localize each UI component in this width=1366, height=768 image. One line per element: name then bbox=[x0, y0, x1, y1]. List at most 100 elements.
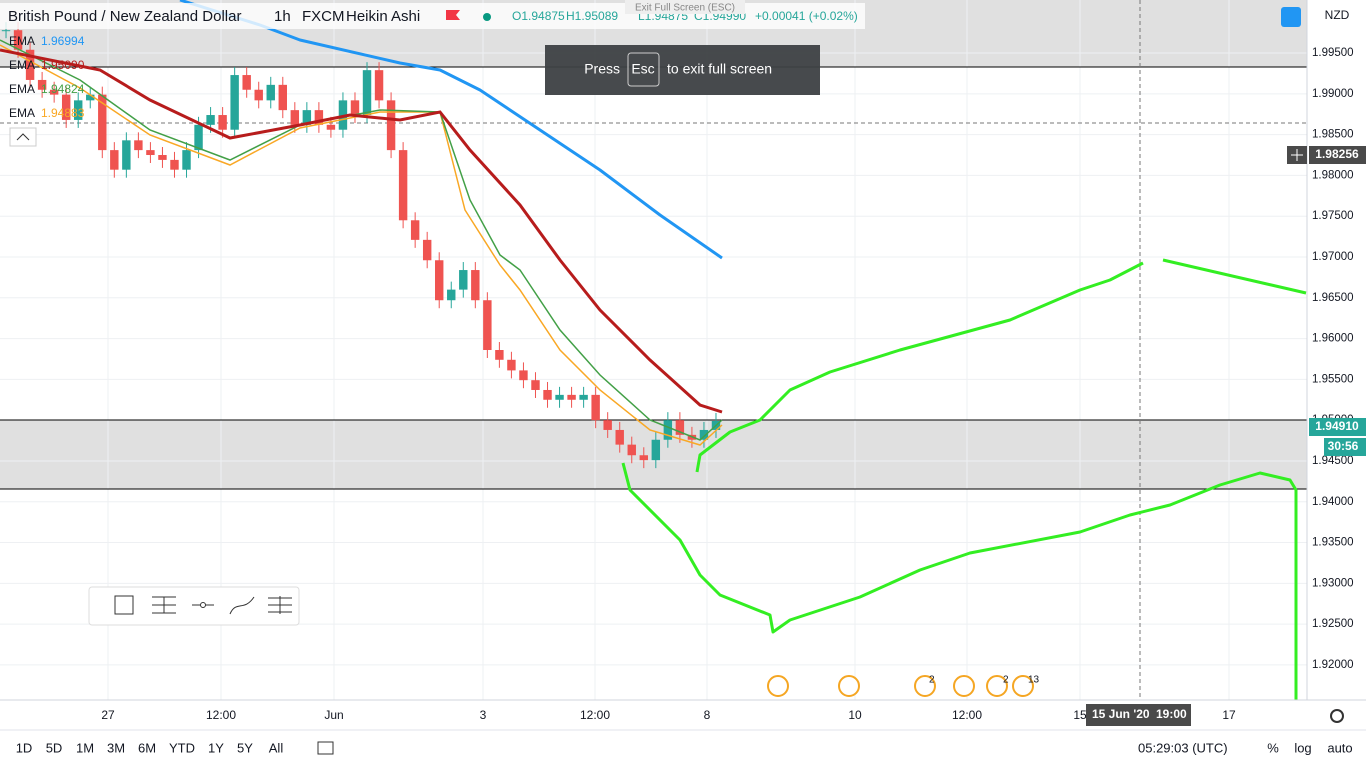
tool-dot bbox=[200, 602, 206, 608]
y-tick-label: 1.93000 bbox=[1312, 577, 1354, 589]
candle bbox=[86, 94, 95, 101]
drawing bbox=[621, 462, 1298, 700]
tool-position[interactable] bbox=[268, 596, 292, 614]
candle bbox=[194, 124, 203, 151]
range-button[interactable]: 1Y bbox=[208, 740, 224, 755]
tool-rect[interactable] bbox=[114, 595, 134, 615]
drawing bbox=[695, 261, 1144, 473]
crosshair-date: 15 Jun '20 bbox=[1092, 707, 1150, 721]
candle bbox=[110, 150, 119, 170]
tool-fib[interactable] bbox=[152, 596, 176, 614]
candle bbox=[651, 439, 661, 461]
event-flag[interactable] bbox=[838, 675, 860, 697]
x-tick-label: 15 bbox=[1073, 708, 1087, 722]
candle bbox=[61, 94, 71, 120]
candle bbox=[675, 420, 685, 435]
scale-option[interactable]: auto bbox=[1327, 740, 1352, 755]
y-tick-label: 1.99000 bbox=[1312, 88, 1354, 100]
candle bbox=[170, 159, 179, 170]
x-tick-label: 8 bbox=[704, 708, 711, 722]
y-tick-label: 1.97000 bbox=[1312, 251, 1354, 263]
crosshair-price: 1.98256 bbox=[1315, 147, 1359, 161]
candle bbox=[627, 444, 636, 456]
flag-icon bbox=[446, 10, 460, 20]
x-tick-label: 12:00 bbox=[206, 708, 236, 722]
indicator-value: 1.94824 bbox=[41, 82, 85, 96]
y-tick-label: 1.92000 bbox=[1312, 659, 1354, 671]
candle bbox=[471, 270, 480, 301]
candle bbox=[447, 289, 456, 301]
candle bbox=[158, 155, 167, 160]
candle bbox=[639, 455, 648, 461]
range-button[interactable]: YTD bbox=[169, 740, 195, 755]
range-button[interactable]: 3M bbox=[107, 740, 125, 755]
header-source: FXCM bbox=[302, 8, 345, 25]
candle bbox=[242, 75, 251, 90]
indicator-value: 1.96994 bbox=[41, 34, 85, 48]
range-button[interactable]: 1D bbox=[16, 740, 33, 755]
candle bbox=[591, 394, 600, 421]
candle bbox=[25, 49, 35, 80]
settings-button[interactable] bbox=[1330, 709, 1344, 723]
indicator-value: 1.94883 bbox=[41, 106, 85, 120]
tool-brush[interactable] bbox=[229, 596, 255, 615]
x-tick-label: 12:00 bbox=[580, 708, 610, 722]
scale-option[interactable]: % bbox=[1267, 740, 1279, 755]
candle bbox=[386, 100, 396, 151]
indicator-name: EMA bbox=[9, 82, 35, 96]
ema-line bbox=[0, 48, 723, 414]
ema-line bbox=[179, 0, 723, 260]
candle bbox=[74, 100, 83, 120]
header-open: O1.94875 bbox=[512, 9, 565, 23]
fullscreen-button[interactable] bbox=[1281, 7, 1301, 27]
candle bbox=[1, 30, 11, 32]
candle bbox=[350, 100, 360, 116]
currency: NZD bbox=[1325, 8, 1350, 22]
scale-option[interactable]: log bbox=[1294, 740, 1311, 755]
candle bbox=[182, 150, 191, 170]
event-flag[interactable] bbox=[953, 675, 975, 697]
icon bbox=[16, 133, 30, 141]
date-range-button[interactable] bbox=[317, 741, 334, 755]
ema-line bbox=[0, 39, 723, 441]
candle bbox=[422, 239, 432, 261]
candle bbox=[266, 84, 275, 101]
candle bbox=[603, 420, 612, 430]
toast bbox=[545, 45, 820, 95]
candle bbox=[555, 394, 564, 400]
crosshair-time-bg bbox=[1086, 704, 1191, 726]
toast-text: Press bbox=[584, 61, 620, 77]
range-button[interactable]: 5D bbox=[46, 740, 63, 755]
y-tick-label: 1.98500 bbox=[1312, 129, 1354, 141]
collapse-button[interactable] bbox=[9, 127, 37, 147]
event-flag[interactable] bbox=[767, 675, 789, 697]
tooltip: Exit Full Screen (ESC) bbox=[635, 3, 735, 14]
candle bbox=[49, 89, 59, 95]
event-flag[interactable] bbox=[986, 675, 1008, 697]
x-tick-label: Jun bbox=[324, 708, 343, 722]
y-tick-label: 1.97500 bbox=[1312, 210, 1354, 222]
candle bbox=[314, 110, 324, 125]
candle bbox=[410, 220, 420, 240]
x-tick-label: 17 bbox=[1222, 708, 1236, 722]
candle bbox=[531, 380, 540, 390]
range-button[interactable]: 6M bbox=[138, 740, 156, 755]
event-flag[interactable] bbox=[1012, 675, 1034, 697]
candle bbox=[362, 70, 372, 116]
drawing bbox=[1162, 258, 1307, 295]
range-button[interactable]: 1M bbox=[76, 740, 94, 755]
key-box bbox=[627, 52, 660, 87]
candle bbox=[230, 75, 239, 130]
candle bbox=[483, 300, 492, 350]
event-flag[interactable] bbox=[914, 675, 936, 697]
x-tick-label: 27 bbox=[101, 708, 115, 722]
last-price: 1.94910 bbox=[1315, 419, 1359, 433]
range-button[interactable]: All bbox=[269, 740, 284, 755]
event-count: 2 bbox=[1003, 675, 1009, 686]
candle bbox=[579, 394, 588, 400]
range-button[interactable]: 5Y bbox=[237, 740, 253, 755]
y-tick-label: 1.96500 bbox=[1312, 292, 1354, 304]
candle bbox=[663, 420, 673, 440]
